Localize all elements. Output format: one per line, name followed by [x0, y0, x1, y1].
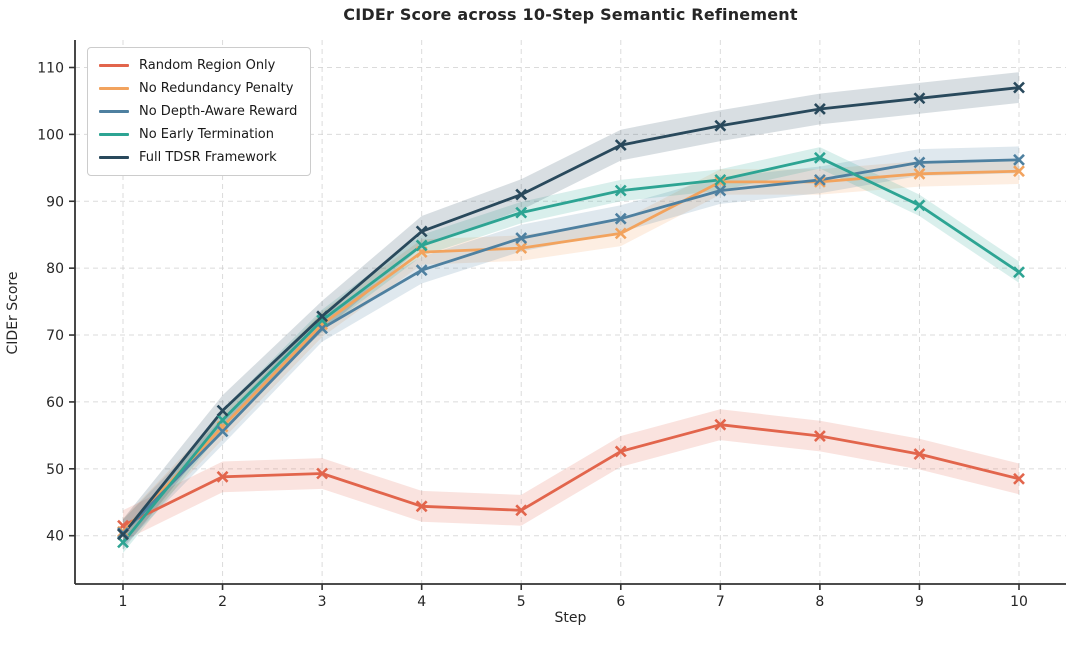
y-tick-label: 40	[46, 529, 64, 545]
data-point-marker	[117, 528, 129, 541]
data-point-marker	[515, 206, 528, 219]
data-point-marker	[813, 430, 826, 442]
data-point-marker	[1013, 472, 1025, 485]
data-point-marker	[216, 404, 229, 417]
legend: Random Region Only No Redundancy Penalty…	[87, 47, 312, 176]
legend-item: Full TDSR Framework	[99, 148, 297, 167]
x-tick-label: 4	[417, 594, 426, 610]
series-line	[121, 423, 1021, 528]
data-point-marker	[913, 156, 926, 169]
data-point-marker	[714, 184, 727, 197]
y-tick-label: 110	[37, 61, 64, 77]
data-point-marker	[316, 467, 329, 480]
x-tick-label: 7	[716, 594, 725, 610]
data-point-marker	[415, 225, 428, 238]
confidence-band	[123, 409, 1019, 542]
data-point-marker	[913, 167, 926, 180]
data-point-marker	[714, 173, 727, 186]
series-line	[121, 86, 1021, 536]
legend-line-swatch	[99, 87, 129, 90]
series-line	[121, 158, 1021, 535]
confidence-band	[123, 72, 1019, 550]
data-point-marker	[1013, 153, 1025, 166]
x-tick-label: 5	[517, 594, 526, 610]
y-tick-label: 70	[46, 328, 64, 344]
confidence-band	[123, 158, 1019, 545]
data-point-marker	[216, 414, 229, 426]
data-point-marker	[415, 264, 428, 277]
legend-item: No Early Termination	[99, 125, 297, 144]
legend-label: No Redundancy Penalty	[139, 81, 294, 96]
data-point-marker	[515, 232, 528, 244]
series-line	[121, 169, 1021, 534]
legend-item: No Depth-Aware Reward	[99, 102, 297, 121]
x-tick-label: 1	[119, 594, 128, 610]
legend-label: Full TDSR Framework	[139, 150, 277, 165]
data-point-marker	[1013, 266, 1025, 279]
data-point-marker	[316, 314, 329, 327]
legend-item: Random Region Only	[99, 56, 297, 75]
legend-line-swatch	[99, 64, 129, 67]
data-point-marker	[614, 445, 627, 458]
legend-label: No Early Termination	[139, 127, 275, 142]
x-axis-label: Step	[554, 610, 587, 626]
data-point-marker	[714, 175, 727, 188]
x-tick-label: 10	[1010, 594, 1028, 610]
data-point-marker	[714, 418, 727, 431]
data-point-marker	[216, 425, 229, 438]
x-tick-label: 3	[318, 594, 327, 610]
data-point-marker	[614, 227, 627, 240]
legend-line-swatch	[99, 133, 129, 136]
data-point-marker	[714, 119, 727, 132]
data-point-marker	[415, 500, 428, 513]
y-tick-label: 80	[46, 261, 64, 277]
data-point-marker	[216, 470, 229, 483]
legend-label: No Depth-Aware Reward	[139, 104, 298, 119]
y-axis-label: CIDEr Score	[5, 271, 21, 355]
x-tick-label: 6	[616, 594, 625, 610]
chart-title: CIDEr Score across 10-Step Semantic Refi…	[343, 5, 798, 24]
series-line	[121, 156, 1021, 544]
data-point-marker	[1013, 81, 1025, 94]
data-point-marker	[913, 448, 926, 461]
y-tick-label: 50	[46, 462, 64, 478]
data-point-marker	[1013, 165, 1025, 178]
data-point-marker	[614, 139, 627, 152]
data-point-marker	[614, 212, 627, 225]
legend-line-swatch	[99, 156, 129, 159]
data-point-marker	[913, 199, 926, 212]
data-point-marker	[813, 175, 826, 188]
data-point-marker	[813, 151, 826, 164]
data-point-marker	[614, 184, 627, 197]
data-point-marker	[515, 242, 528, 255]
legend-line-swatch	[99, 110, 129, 113]
x-tick-label: 2	[218, 594, 227, 610]
data-point-marker	[316, 310, 329, 323]
data-point-marker	[813, 103, 826, 115]
y-tick-label: 90	[46, 194, 64, 210]
data-point-marker	[515, 188, 528, 201]
legend-item: No Redundancy Penalty	[99, 79, 297, 98]
x-tick-label: 9	[915, 594, 924, 610]
x-tick-label: 8	[815, 594, 824, 610]
legend-label: Random Region Only	[139, 58, 276, 73]
y-tick-label: 60	[46, 395, 64, 411]
data-point-marker	[415, 239, 428, 252]
y-tick-label: 100	[37, 127, 64, 143]
data-point-marker	[813, 173, 826, 186]
data-point-marker	[913, 92, 926, 105]
data-point-marker	[515, 504, 528, 517]
